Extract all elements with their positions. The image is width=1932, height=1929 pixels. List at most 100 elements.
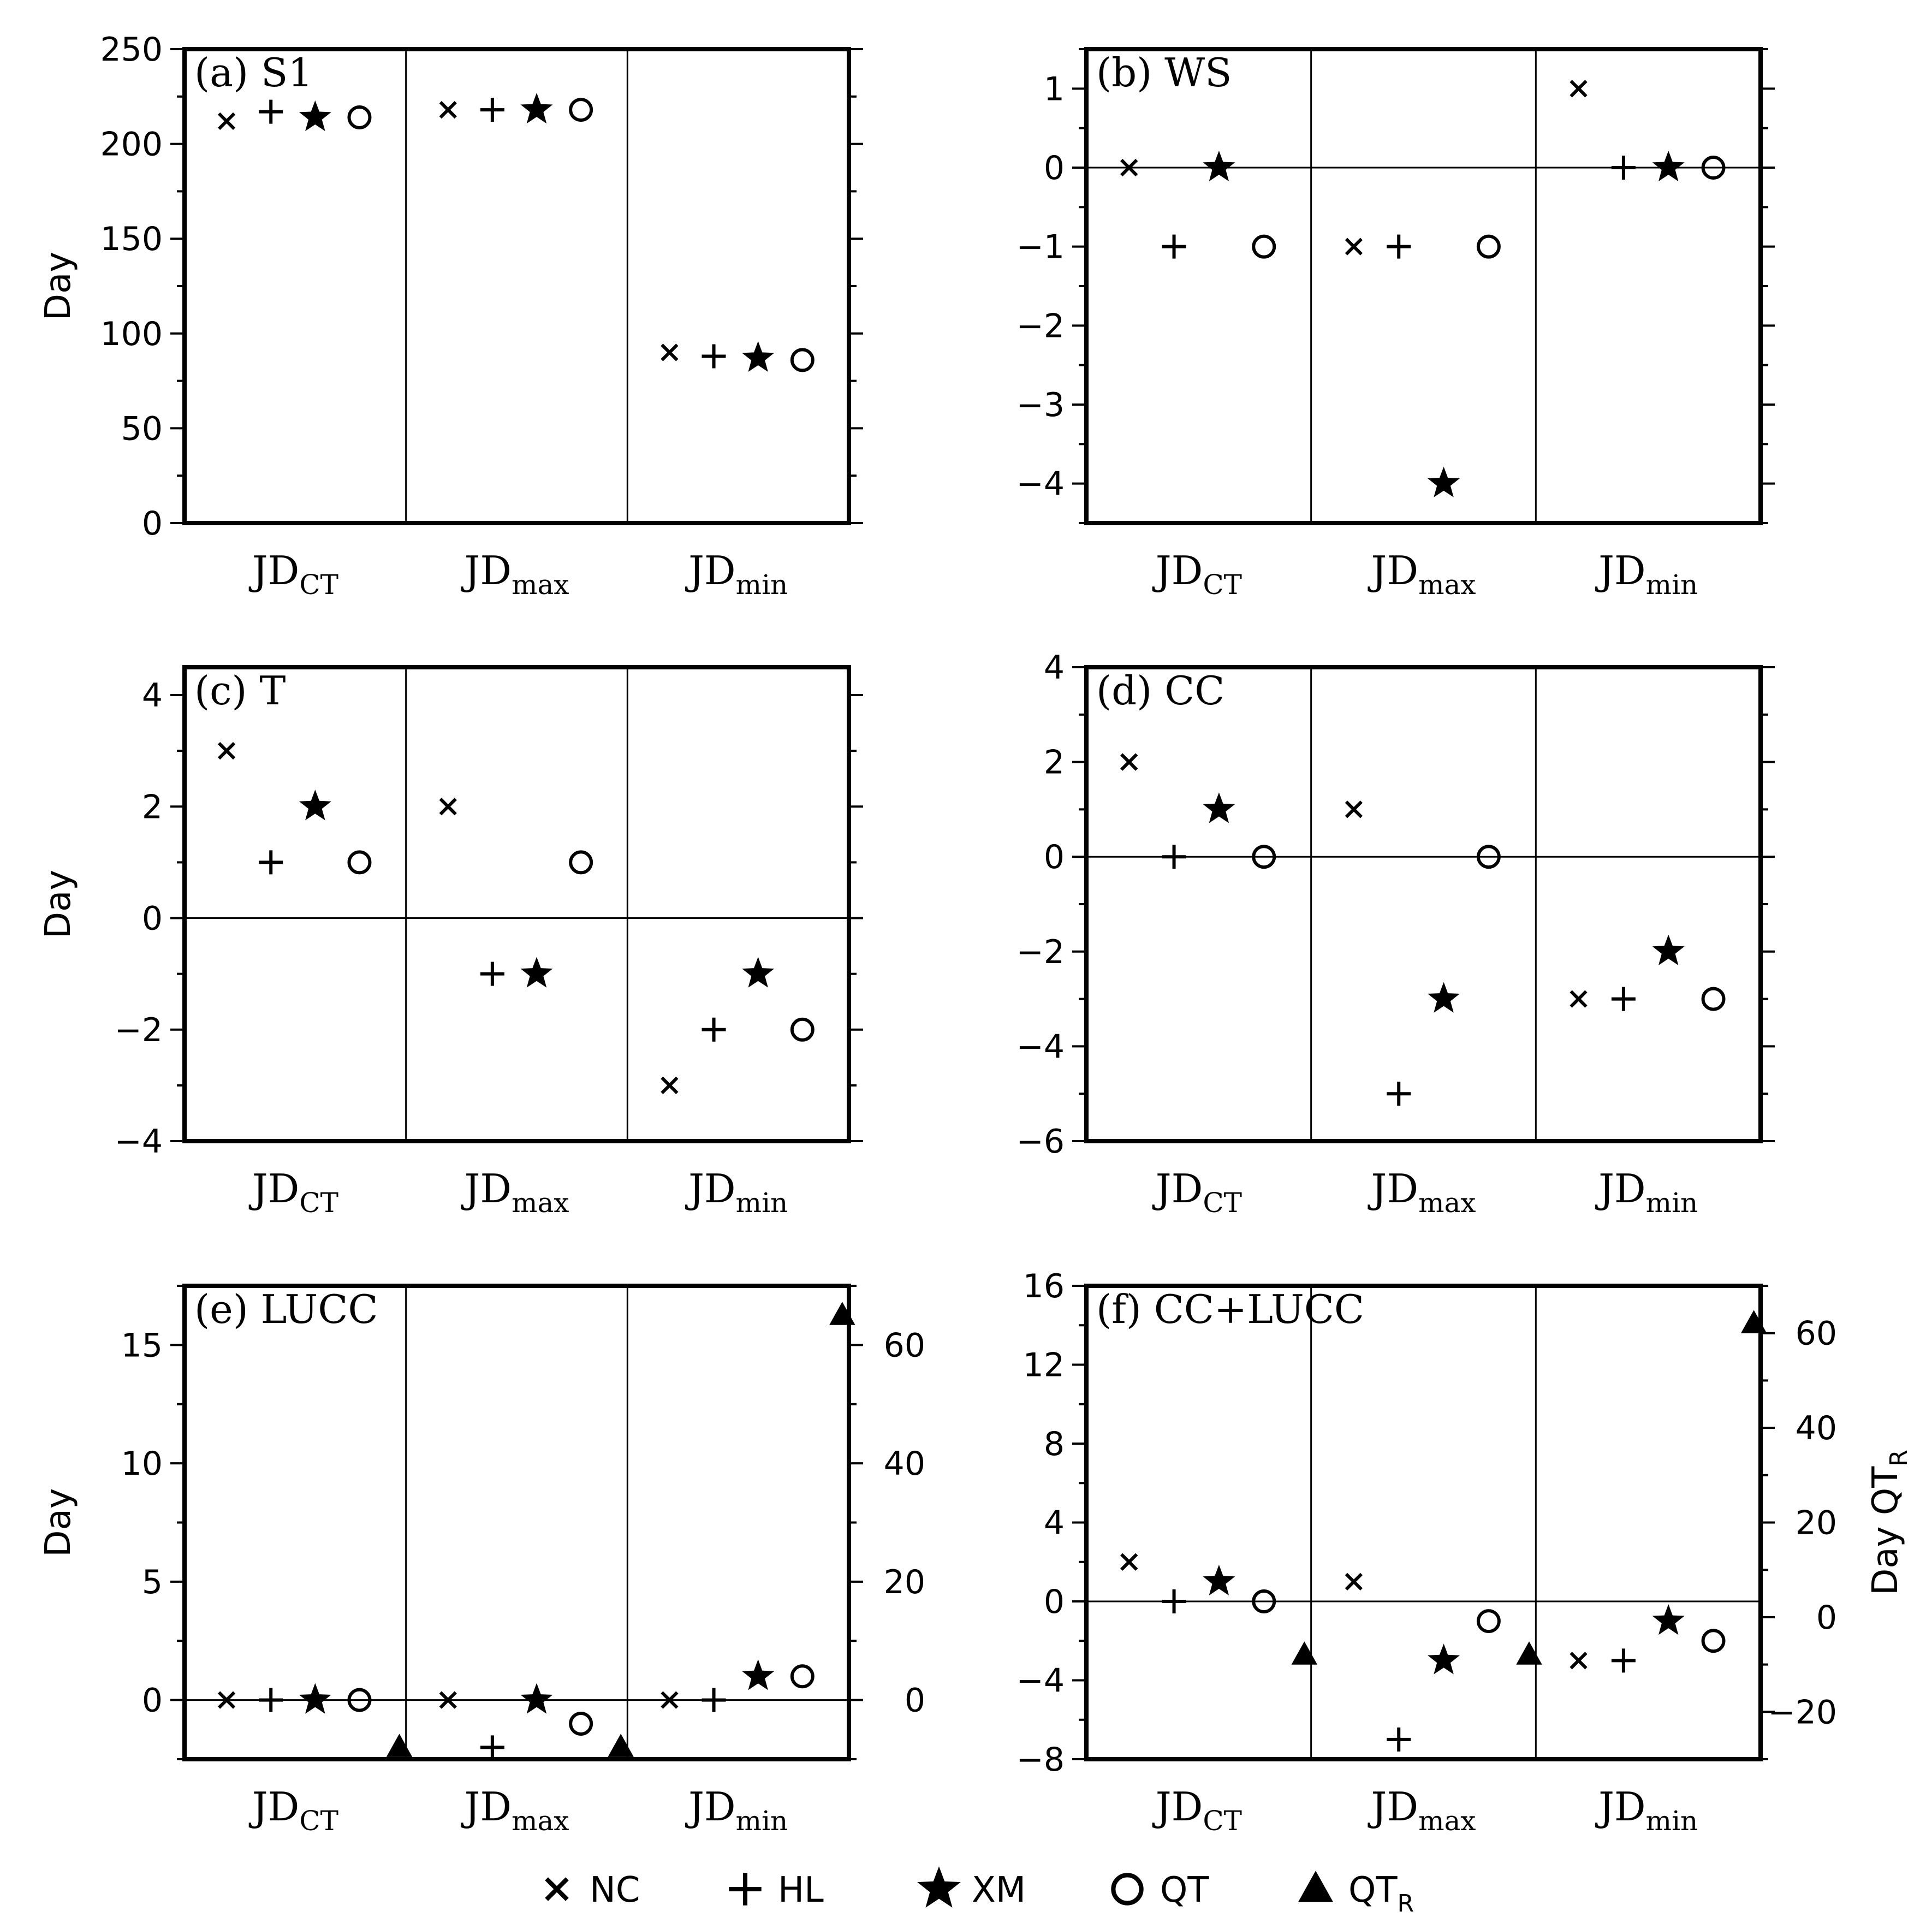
point-xm (520, 1683, 553, 1714)
y-tick-label: 0 (1044, 149, 1065, 187)
y-tick-label: 2 (142, 788, 163, 826)
y-tick-label: 0 (142, 1682, 163, 1720)
panel-4: −6 −4 −2 0 2 4 JDCT JDmax JDmin (d) CC (1016, 649, 1775, 1219)
point-qt (790, 1017, 815, 1042)
point-hl (702, 344, 726, 369)
point-xm (1428, 1643, 1460, 1675)
y-tick-label: 1 (1044, 70, 1065, 108)
x-category-label: JDmin (1595, 1784, 1698, 1837)
y-tick-label: 250 (100, 31, 163, 69)
panel-label: (b) WS (1096, 50, 1232, 96)
x-category-label: JDmin (1595, 1166, 1698, 1219)
y-tick-label: 50 (121, 409, 163, 448)
y2-tick-label: 0 (905, 1682, 925, 1720)
point-qt (1476, 1609, 1501, 1634)
point-hl (1387, 1082, 1411, 1106)
y-tick-label: −2 (1016, 307, 1065, 345)
point-xm (1203, 151, 1235, 182)
y-tick-label: −4 (1016, 465, 1065, 503)
y2-tick-label: 60 (1796, 1315, 1837, 1353)
point-nc (1120, 753, 1138, 771)
point-xm (1652, 1604, 1685, 1635)
plot-frame (1084, 1284, 1763, 1761)
point-hl (702, 1688, 726, 1712)
y-tick-label: −4 (1016, 1662, 1065, 1700)
legend-circle-mark (1111, 1873, 1144, 1906)
x-category-label: JDmax (1367, 1166, 1476, 1219)
x-category-label: JDmax (1367, 1784, 1476, 1837)
point-qt-r (1740, 1310, 1767, 1333)
point-qt-r (829, 1302, 855, 1325)
panel-label: (c) T (194, 668, 286, 714)
point-hl (1387, 234, 1411, 259)
point-qt (569, 850, 593, 875)
y-tick-label: 10 (121, 1445, 163, 1483)
point-hl (480, 1735, 504, 1760)
point-nc (1345, 1572, 1363, 1591)
point-nc (217, 1691, 236, 1709)
point-qt (347, 105, 372, 129)
x-category-label: JDCT (248, 548, 338, 601)
point-nc (661, 1076, 679, 1095)
panel-6: −8 −4 0 4 8 12 16 −20 0 20 40 60 JDCT JDmax JDmin (f) C… (1016, 1267, 1913, 1837)
plot-frame (182, 47, 851, 525)
panel-label: (f) CC+LUCC (1096, 1286, 1364, 1332)
y-tick-label: 15 (121, 1326, 163, 1364)
y2-tick-label: 20 (1796, 1504, 1837, 1542)
point-hl (1162, 845, 1186, 869)
y-tick-label: 200 (100, 126, 163, 164)
point-nc (1345, 238, 1363, 256)
y-tick-label: −6 (1016, 1123, 1065, 1161)
plot-frame (1084, 665, 1763, 1143)
y-tick-label: −2 (1016, 933, 1065, 971)
point-hl (1162, 1589, 1186, 1613)
y2-axis-title: Day QTR (1865, 1450, 1913, 1595)
y-tick-label: 2 (1044, 744, 1065, 782)
y-tick-label: 0 (1044, 1583, 1065, 1621)
y-tick-label: 8 (1044, 1425, 1065, 1463)
point-hl (1611, 156, 1636, 180)
legend-label: QT (1160, 1870, 1209, 1910)
plot-frame (182, 665, 851, 1143)
point-qt-r (386, 1734, 413, 1757)
point-xm (520, 957, 553, 988)
y-tick-label: −4 (115, 1123, 163, 1161)
legend-label: HL (778, 1870, 824, 1910)
panel-5: 0 5 10 15 0 20 40 60 JDCT JDmax JDmin (e) LUCC Day (38, 1284, 925, 1837)
point-xm (1652, 934, 1685, 965)
point-nc (1345, 800, 1363, 818)
legend-plus-mark (729, 1873, 762, 1906)
point-hl (702, 1017, 726, 1042)
point-xm (299, 790, 331, 821)
y-tick-label: −3 (1016, 386, 1065, 424)
legend-x-mark (545, 1877, 569, 1901)
x-category-label: JDCT (248, 1784, 338, 1837)
point-hl (480, 961, 504, 986)
point-hl (259, 1688, 283, 1712)
y-tick-label: 4 (1044, 649, 1065, 687)
point-qt (1701, 987, 1726, 1011)
y-tick-label: 16 (1023, 1267, 1065, 1305)
point-qt (790, 1664, 815, 1689)
y-tick-label: −2 (115, 1011, 163, 1049)
legend-star-mark (917, 1866, 961, 1908)
panel-label: (e) LUCC (194, 1286, 378, 1332)
y2-tick-label: 60 (884, 1326, 925, 1364)
panel-1: 0 50 100 150 200 250 JDCT JDmax JDmin (a) S1 Day (38, 31, 863, 601)
y-axis-title: Day (38, 252, 79, 320)
x-category-label: JDCT (1152, 1166, 1242, 1219)
panel-label: (d) CC (1096, 668, 1224, 714)
y-axis-title: Day (38, 1488, 79, 1557)
point-hl (1162, 234, 1186, 259)
legend-label: NC (590, 1870, 640, 1910)
point-qt (1252, 234, 1276, 259)
y-tick-label: 0 (1044, 838, 1065, 876)
y-tick-label: 4 (1044, 1504, 1065, 1542)
point-hl (1387, 1727, 1411, 1752)
point-xm (742, 341, 775, 372)
point-nc (661, 1691, 679, 1709)
point-hl (259, 99, 283, 124)
y-tick-label: 4 (142, 676, 163, 715)
point-xm (299, 1683, 331, 1714)
